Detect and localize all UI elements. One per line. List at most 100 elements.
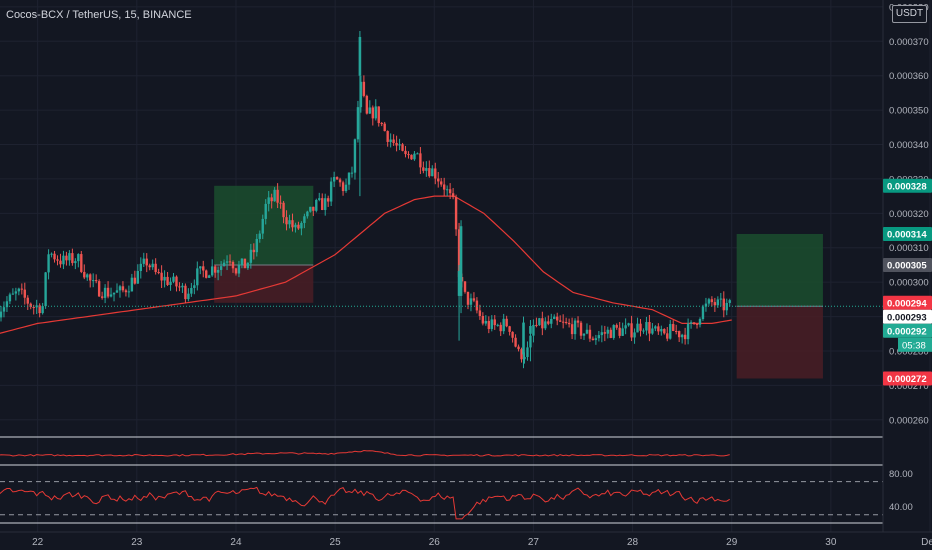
candle-body [175, 276, 178, 287]
candle-body [698, 319, 702, 325]
time-tick-label: 26 [429, 537, 441, 548]
candle-body [573, 320, 577, 335]
candle-body [237, 265, 241, 274]
candle-body [199, 266, 202, 269]
candle-body [434, 168, 437, 179]
candle-body [219, 266, 223, 270]
candle-body [395, 142, 398, 146]
currency-button[interactable]: USDT [892, 5, 927, 23]
candle-body [567, 322, 571, 325]
candle-body [8, 294, 12, 302]
candle-body [710, 299, 714, 303]
candle-body [618, 327, 621, 336]
candle-body [71, 253, 74, 264]
candle-body [553, 316, 556, 319]
candle-body [112, 292, 116, 295]
candle-body [428, 168, 431, 177]
candle-body [196, 268, 199, 286]
candle-body [202, 266, 205, 271]
candle-body [115, 290, 119, 293]
osc-tick-label: 40.00 [889, 502, 913, 513]
candle-body [44, 272, 47, 307]
candle-body [490, 319, 493, 329]
candle-body [303, 216, 306, 223]
candle-body [341, 182, 345, 192]
candle-body [475, 300, 479, 311]
candle-body [264, 203, 267, 219]
candle-body [547, 321, 550, 324]
candle-body [26, 297, 29, 304]
candle-body [92, 280, 95, 282]
candle-body [677, 331, 681, 338]
candle-body [234, 268, 238, 274]
candle-body [517, 346, 520, 350]
candle-body [558, 320, 562, 322]
candle-body [261, 218, 264, 234]
candle-body [538, 318, 541, 326]
candle-body [267, 197, 270, 204]
candle-body [273, 189, 276, 202]
price-label-text: 0.000294 [887, 298, 927, 309]
candle-body [103, 287, 107, 298]
candle-body [627, 323, 630, 326]
candle-body [68, 253, 71, 261]
candle-body [306, 211, 309, 217]
candle-body [157, 272, 160, 274]
candle-body [50, 253, 53, 255]
position-tools[interactable] [214, 185, 823, 379]
price-label-box [883, 323, 932, 338]
candle-body [285, 217, 288, 225]
candle-body [472, 298, 476, 301]
candle-body [386, 131, 389, 142]
candle-body [442, 184, 446, 190]
candle-body [704, 303, 708, 307]
candle-body [651, 328, 654, 334]
candle-body [716, 299, 720, 306]
candle-body [404, 150, 407, 155]
price-tick-label: 0.000360 [889, 71, 929, 82]
candle-body [106, 287, 110, 297]
candle-body [315, 199, 318, 211]
candle-body [225, 261, 229, 263]
candle-body [136, 270, 140, 284]
candle-body [377, 106, 380, 124]
candle-body [142, 258, 145, 264]
candle-body [701, 306, 705, 320]
symbol-title[interactable]: Cocos-BCX / TetherUS, 15, BINANCE [6, 9, 192, 21]
candle-body [603, 332, 607, 334]
spike-body [358, 36, 362, 76]
spike-body [459, 226, 463, 296]
candle-body [56, 259, 59, 261]
candle-body [514, 337, 517, 347]
time-axis[interactable]: 22 23 24 25 26 27 28 29 30 Dec [0, 531, 932, 548]
candle-body [228, 261, 232, 263]
candle-body [23, 289, 26, 298]
candle-body [210, 266, 214, 276]
candle-body [118, 286, 122, 291]
candle-body [481, 315, 485, 324]
price-label-box [883, 257, 932, 272]
candle-body [83, 271, 86, 278]
candle-body [38, 305, 41, 314]
candle-body [556, 316, 559, 321]
candle-body [222, 262, 226, 267]
candle-body [633, 332, 636, 338]
candle-body [368, 107, 372, 114]
candle-body [335, 177, 339, 180]
candle-body [243, 258, 247, 269]
candle-body [288, 220, 291, 225]
candle-body [689, 322, 693, 324]
time-tick-label: Dec [921, 537, 932, 548]
candle-body [151, 263, 154, 268]
candle-body [508, 326, 511, 332]
price-label-box [883, 178, 932, 193]
candle-body [338, 179, 342, 183]
time-tick-label: 29 [726, 537, 738, 548]
candle-body [62, 255, 65, 265]
candle-body [606, 329, 609, 334]
candle-body [380, 123, 383, 125]
candle-body [451, 193, 455, 198]
candle-body [17, 288, 21, 292]
candle-body [362, 81, 366, 96]
